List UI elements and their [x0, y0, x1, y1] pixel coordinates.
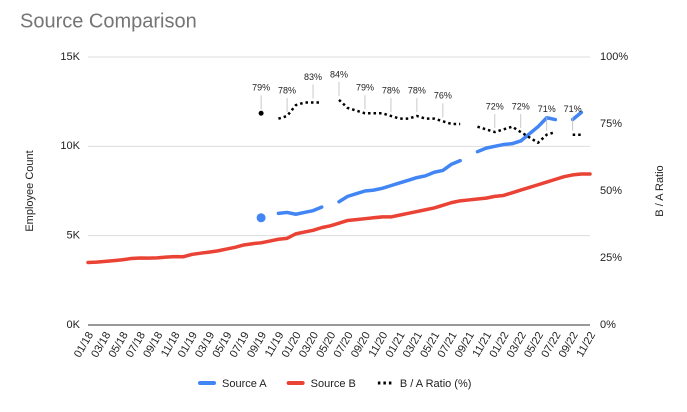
series-line: [276, 110, 584, 216]
data-label: 72%: [512, 101, 530, 111]
legend-label: B / A Ratio (%): [400, 378, 472, 390]
data-label: 78%: [278, 85, 296, 95]
y2-tick-label: 100%: [600, 51, 628, 63]
point: [258, 110, 264, 116]
data-label: 84%: [330, 69, 348, 79]
data-label: 78%: [408, 85, 426, 95]
point: [256, 213, 266, 223]
y2-tick-label: 0%: [600, 319, 616, 331]
legend-label: Source B: [311, 378, 356, 390]
y-tick-label: 10K: [60, 140, 80, 152]
y-tick-label: 0K: [67, 319, 81, 331]
y-axis-title: Employee Count: [24, 150, 36, 231]
y-tick-label: 5K: [67, 230, 81, 242]
y2-tick-label: 75%: [600, 118, 622, 130]
data-label: 72%: [486, 101, 504, 111]
y-tick-label: 15K: [60, 51, 80, 63]
chart-title: Source Comparison: [20, 10, 197, 32]
data-label: 76%: [434, 91, 452, 101]
data-label: 79%: [356, 83, 374, 93]
data-label: 71%: [538, 104, 556, 114]
y2-tick-label: 25%: [600, 252, 622, 264]
y2-tick-label: 50%: [600, 185, 622, 197]
series-line: [86, 172, 592, 265]
legend-label: Source A: [222, 378, 267, 390]
y2-axis-title: B / A Ratio: [654, 165, 666, 216]
data-label: 83%: [304, 72, 322, 82]
data-label: 79%: [252, 83, 270, 93]
data-label: 71%: [564, 104, 582, 114]
data-label: 78%: [382, 85, 400, 95]
